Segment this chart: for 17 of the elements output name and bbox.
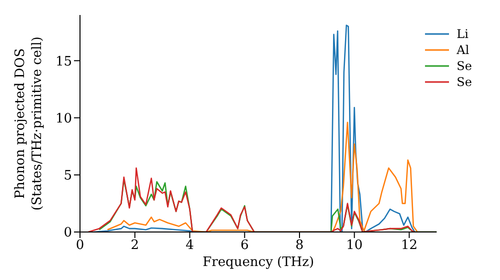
y-tick-label: 10 — [55, 111, 72, 126]
x-tick-label: 6 — [240, 238, 249, 254]
x-tick-label: 8 — [295, 238, 304, 254]
legend-label: Se — [456, 74, 472, 90]
x-tick-label: 0 — [76, 238, 84, 254]
y-tick-label: 0 — [64, 226, 72, 241]
legend-label: Se — [456, 58, 472, 74]
y-axis-title: Phonon projected DOS (States/THz·primitive cell) — [13, 36, 45, 211]
x-tick-label: 12 — [400, 238, 418, 254]
x-tick-label: 10 — [346, 238, 363, 254]
legend-label: Al — [456, 42, 470, 58]
y-tick-label: 15 — [55, 54, 72, 70]
x-tick-label: 2 — [130, 238, 140, 254]
y-tick-label: 5 — [64, 168, 72, 184]
x-tick-label: 4 — [186, 238, 194, 254]
x-axis-title: Frequency (THz) — [202, 255, 314, 270]
legend-label: Li — [456, 26, 468, 42]
